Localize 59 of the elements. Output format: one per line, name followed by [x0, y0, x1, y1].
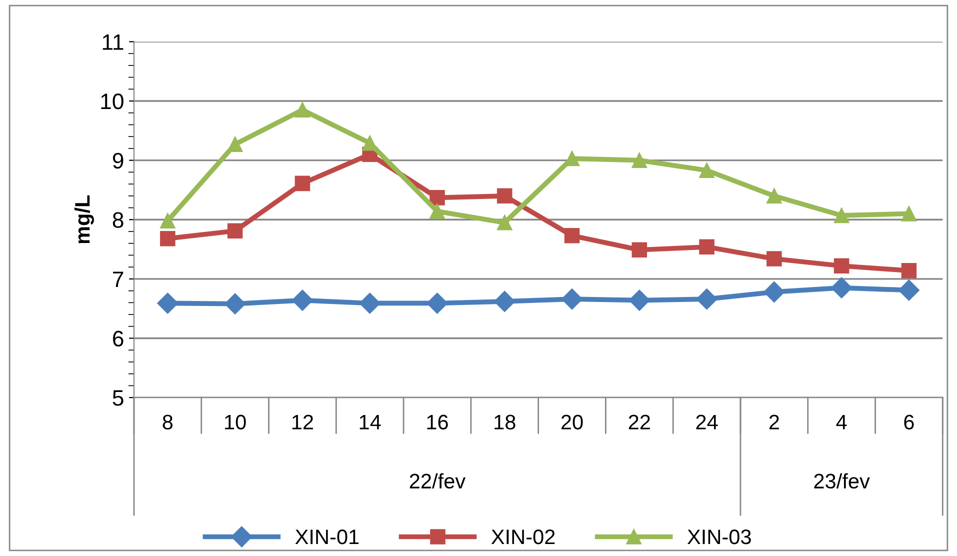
point — [160, 230, 176, 246]
point — [227, 136, 243, 152]
point — [628, 290, 650, 311]
x-tick-label: 24 — [696, 414, 718, 430]
point — [764, 281, 785, 302]
x-tick-label: 10 — [225, 414, 246, 430]
point — [426, 292, 448, 314]
point — [227, 223, 243, 239]
x-tick-label: 18 — [494, 414, 516, 430]
x-tick-label: 6 — [904, 414, 914, 430]
point — [564, 228, 580, 244]
y-tick-label: 5 — [112, 390, 124, 406]
x-tick-label: 12 — [292, 414, 313, 430]
point — [696, 288, 718, 310]
x-tick-label: 8 — [162, 414, 173, 430]
point — [160, 213, 176, 228]
point — [496, 214, 512, 230]
text: 22/fev — [410, 473, 466, 489]
point — [766, 251, 782, 266]
point — [766, 188, 782, 204]
x-tick-label: 22 — [628, 414, 650, 430]
y-axis-title: mg/L — [74, 195, 94, 244]
point — [898, 280, 920, 301]
point — [224, 293, 246, 314]
point — [699, 239, 714, 255]
text: 23/fev — [814, 473, 870, 489]
x-tick-label: 14 — [360, 414, 381, 430]
point — [157, 292, 178, 314]
point — [632, 152, 648, 168]
y-tick-label: 8 — [112, 212, 124, 228]
point — [494, 290, 516, 312]
point — [359, 292, 380, 314]
point — [699, 162, 714, 178]
x-tick-label: 2 — [769, 414, 779, 430]
point — [831, 277, 852, 298]
y-tick-label: 9 — [112, 152, 124, 169]
y-tick-label: 6 — [113, 330, 124, 347]
point — [632, 242, 648, 258]
point — [294, 102, 310, 118]
point — [561, 288, 583, 310]
legend-label: XIN-03 — [687, 530, 751, 544]
legend-label: XIN-01 — [295, 530, 359, 544]
x-tick-label: 4 — [836, 414, 847, 430]
point — [292, 290, 313, 311]
point — [430, 204, 445, 219]
point — [362, 135, 378, 151]
point — [294, 176, 310, 192]
x-tick-label: 16 — [427, 414, 448, 430]
y-tick-label: 7 — [113, 272, 124, 287]
point — [901, 262, 917, 278]
x-tick-label: 20 — [561, 414, 583, 430]
legend-label: XIN-02 — [491, 530, 555, 544]
point — [834, 208, 850, 224]
point — [834, 258, 850, 274]
point — [901, 206, 917, 222]
y-tick-label: 10 — [101, 94, 124, 110]
point — [430, 190, 445, 206]
point — [496, 188, 512, 204]
y-tick-label: 11 — [102, 34, 124, 50]
